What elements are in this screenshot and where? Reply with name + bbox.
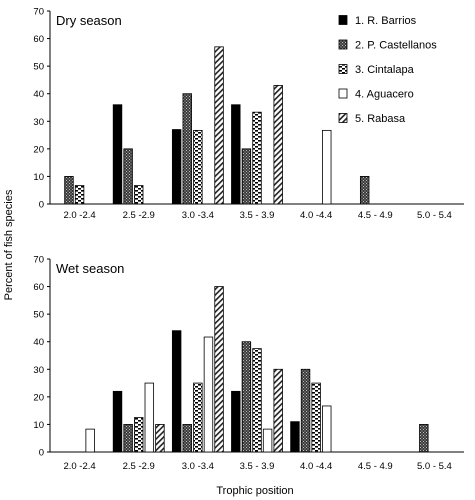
bar (231, 390, 241, 453)
y-tick-label: 60 (33, 34, 44, 45)
bar (273, 368, 283, 453)
y-tick-label: 20 (33, 392, 44, 403)
y-tick-labels: 0 10 20 30 40 50 60 70 (33, 255, 50, 459)
bars (64, 46, 370, 205)
panel-title: Dry season (56, 13, 122, 28)
bar (182, 93, 192, 205)
bar (214, 46, 224, 205)
bar (322, 405, 332, 453)
bar (171, 129, 182, 205)
bar (241, 341, 252, 453)
legend-label: 4. Aguacero (355, 89, 414, 101)
legend-swatch (338, 15, 348, 25)
legend-label: 3. Cintalapa (355, 64, 415, 76)
bar (203, 336, 214, 453)
x-tick-label: 5.0 - 5.4 (417, 461, 452, 472)
y-tick-label: 0 (39, 448, 44, 459)
bar (64, 176, 74, 205)
x-tick-label: 3.0 -3.4 (182, 461, 214, 472)
bar (241, 148, 252, 205)
y-tick-label: 30 (33, 117, 44, 128)
legend-label: 5. Rabasa (355, 113, 406, 125)
dry-season-panel: 0 10 20 30 40 50 60 70 2.0 -2.4 2.5 -2.9 3.0 -3.4… (33, 7, 464, 221)
y-tick-label: 0 (39, 200, 44, 211)
y-tick-label: 70 (33, 255, 44, 266)
x-tick-label: 4.0 -4.4 (300, 461, 332, 472)
bar (182, 424, 192, 453)
x-tick-label: 3.0 -3.4 (182, 210, 214, 221)
x-tick-labels: 2.0 -2.4 2.5 -2.9 3.0 -3.4 3.5 - 3.9 4.0 -4.… (63, 461, 451, 472)
legend-swatch (338, 64, 348, 74)
y-tick-label: 40 (33, 337, 44, 348)
x-axis-label: Trophic position (216, 485, 293, 497)
bar (74, 185, 85, 205)
bar (123, 424, 133, 453)
y-tick-label: 40 (33, 89, 44, 100)
bar (112, 104, 123, 205)
legend-swatch (338, 88, 348, 99)
bar (231, 104, 241, 205)
x-tick-label: 4.5 - 4.9 (358, 461, 393, 472)
legend: 1. R. Barrios 2. P. Castellanos 3. Cintala… (338, 15, 437, 125)
y-tick-label: 70 (33, 7, 44, 18)
x-tick-label: 2.0 -2.4 (63, 210, 95, 221)
bar (311, 382, 321, 453)
x-tick-label: 2.5 -2.9 (123, 210, 155, 221)
bar (214, 286, 224, 453)
y-axis-label: Percent of fish species (3, 189, 15, 300)
bar (290, 421, 300, 453)
bar (300, 368, 311, 453)
legend-label: 1. R. Barrios (355, 15, 417, 27)
bar (322, 129, 332, 205)
legend-swatch (338, 39, 348, 50)
bar (171, 330, 182, 453)
bar (252, 348, 262, 453)
y-tick-label: 10 (33, 172, 44, 183)
y-tick-label: 20 (33, 144, 44, 155)
y-tick-label: 30 (33, 365, 44, 376)
y-tick-labels: 0 10 20 30 40 50 60 70 (33, 7, 50, 211)
x-tick-label: 3.5 - 3.9 (240, 461, 275, 472)
bars (85, 286, 429, 453)
bar (193, 129, 203, 205)
y-tick-label: 60 (33, 282, 44, 293)
x-tick-labels: 2.0 -2.4 2.5 -2.9 3.0 -3.4 3.5 - 3.9 4.0 -4.… (63, 210, 451, 221)
x-tick-label: 3.5 - 3.9 (240, 210, 275, 221)
panel-title: Wet season (56, 261, 124, 276)
bar (85, 428, 95, 453)
bar (252, 111, 262, 205)
legend-label: 2. P. Castellanos (355, 40, 437, 52)
bar (193, 382, 203, 453)
y-tick-label: 50 (33, 310, 44, 321)
x-tick-label: 2.5 -2.9 (123, 461, 155, 472)
bar (155, 424, 165, 453)
x-tick-label: 4.0 -4.4 (300, 210, 332, 221)
bar (134, 417, 144, 453)
x-tick-label: 4.5 - 4.9 (358, 210, 393, 221)
bar (112, 390, 123, 453)
bar (359, 176, 370, 205)
legend-swatch (338, 113, 348, 123)
x-tick-label: 5.0 - 5.4 (417, 210, 452, 221)
bar (123, 148, 133, 205)
bar (134, 185, 144, 205)
y-tick-label: 10 (33, 420, 44, 431)
bar (262, 428, 273, 453)
bar (273, 85, 283, 205)
bar (144, 382, 155, 453)
bar (419, 424, 429, 453)
y-tick-label: 50 (33, 62, 44, 73)
x-tick-label: 2.0 -2.4 (63, 461, 95, 472)
wet-season-panel: 0 10 20 30 40 50 60 70 2.0 -2.4 2.5 -2.9 3.0 -3.4… (33, 255, 464, 472)
